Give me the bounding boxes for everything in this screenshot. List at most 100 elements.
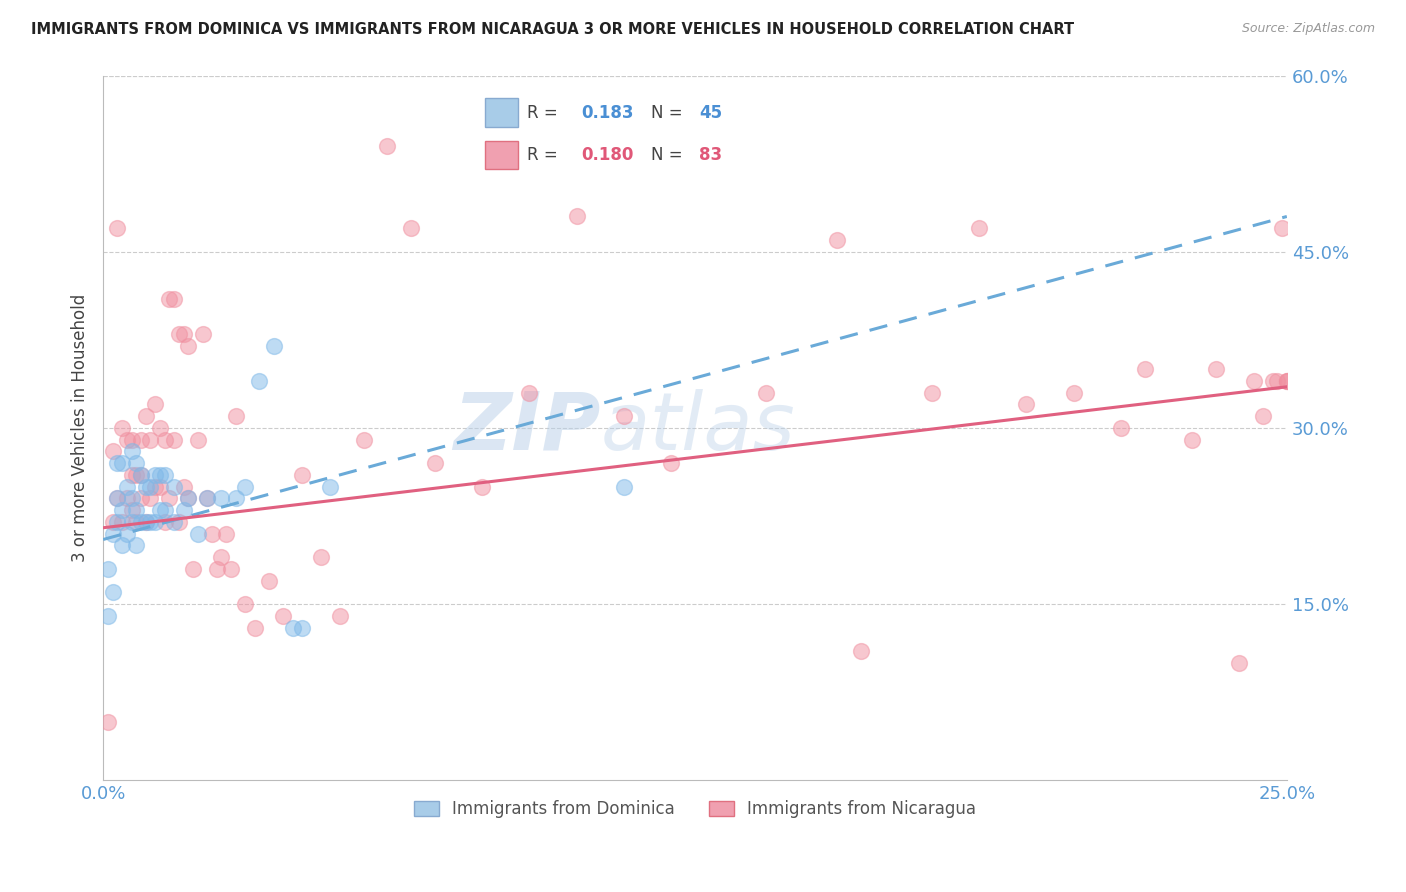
Point — [211, 550, 233, 565]
Point — [149, 503, 172, 517]
Point — [129, 491, 152, 506]
Point — [181, 562, 204, 576]
Point — [233, 480, 256, 494]
Point — [129, 515, 152, 529]
Point — [243, 621, 266, 635]
Point — [115, 433, 138, 447]
Point — [187, 433, 209, 447]
Point — [105, 221, 128, 235]
Point — [115, 491, 138, 506]
Point — [125, 467, 148, 482]
Point — [125, 503, 148, 517]
Point — [111, 515, 134, 529]
Point — [375, 139, 398, 153]
Point — [1015, 397, 1038, 411]
Point — [153, 515, 176, 529]
Point — [291, 621, 314, 635]
Point — [111, 538, 134, 552]
Point — [177, 491, 200, 506]
Point — [121, 515, 143, 529]
Point — [121, 433, 143, 447]
Point — [135, 480, 157, 494]
Point — [157, 491, 180, 506]
Point — [319, 480, 342, 494]
Point — [167, 326, 190, 341]
Point — [149, 421, 172, 435]
Point — [173, 326, 195, 341]
Point — [163, 480, 186, 494]
Point — [101, 515, 124, 529]
Point — [101, 526, 124, 541]
Point — [195, 491, 218, 506]
Point — [191, 326, 214, 341]
Point — [659, 456, 682, 470]
Point — [129, 433, 152, 447]
Point — [263, 339, 285, 353]
Point — [97, 562, 120, 576]
Point — [291, 467, 314, 482]
Point — [1267, 374, 1289, 388]
Point — [105, 491, 128, 506]
Text: IMMIGRANTS FROM DOMINICA VS IMMIGRANTS FROM NICARAGUA 3 OR MORE VEHICLES IN HOUS: IMMIGRANTS FROM DOMINICA VS IMMIGRANTS F… — [31, 22, 1074, 37]
Point — [143, 467, 166, 482]
Point — [163, 433, 186, 447]
Point — [105, 491, 128, 506]
Point — [149, 480, 172, 494]
Point — [139, 491, 162, 506]
Point — [153, 433, 176, 447]
Point — [115, 480, 138, 494]
Point — [565, 210, 588, 224]
Point — [353, 433, 375, 447]
Point — [201, 526, 224, 541]
Point — [225, 409, 247, 424]
Point — [121, 444, 143, 458]
Point — [101, 585, 124, 599]
Point — [135, 515, 157, 529]
Point — [121, 467, 143, 482]
Point — [139, 480, 162, 494]
Point — [1181, 433, 1204, 447]
Point — [129, 467, 152, 482]
Point — [101, 444, 124, 458]
Point — [309, 550, 332, 565]
Point — [143, 480, 166, 494]
Point — [97, 608, 120, 623]
Point — [149, 467, 172, 482]
Point — [921, 385, 943, 400]
Point — [125, 456, 148, 470]
Point — [143, 515, 166, 529]
Point — [1271, 221, 1294, 235]
Point — [613, 409, 636, 424]
Point — [173, 503, 195, 517]
Point — [1261, 374, 1284, 388]
Point — [139, 515, 162, 529]
Point — [517, 385, 540, 400]
Point — [1275, 374, 1298, 388]
Point — [167, 515, 190, 529]
Point — [257, 574, 280, 588]
Point — [1133, 362, 1156, 376]
Text: atlas: atlas — [600, 389, 794, 467]
Point — [111, 456, 134, 470]
Point — [613, 480, 636, 494]
Point — [111, 421, 134, 435]
Point — [139, 433, 162, 447]
Point — [755, 385, 778, 400]
Point — [1251, 409, 1274, 424]
Point — [1229, 656, 1251, 670]
Point — [125, 538, 148, 552]
Text: Source: ZipAtlas.com: Source: ZipAtlas.com — [1241, 22, 1375, 36]
Point — [97, 714, 120, 729]
Point — [121, 503, 143, 517]
Point — [1275, 374, 1298, 388]
Point — [967, 221, 990, 235]
Point — [281, 621, 304, 635]
Legend: Immigrants from Dominica, Immigrants from Nicaragua: Immigrants from Dominica, Immigrants fro… — [408, 794, 983, 825]
Point — [423, 456, 446, 470]
Point — [135, 409, 157, 424]
Point — [143, 397, 166, 411]
Point — [1109, 421, 1132, 435]
Point — [111, 503, 134, 517]
Point — [1243, 374, 1265, 388]
Point — [195, 491, 218, 506]
